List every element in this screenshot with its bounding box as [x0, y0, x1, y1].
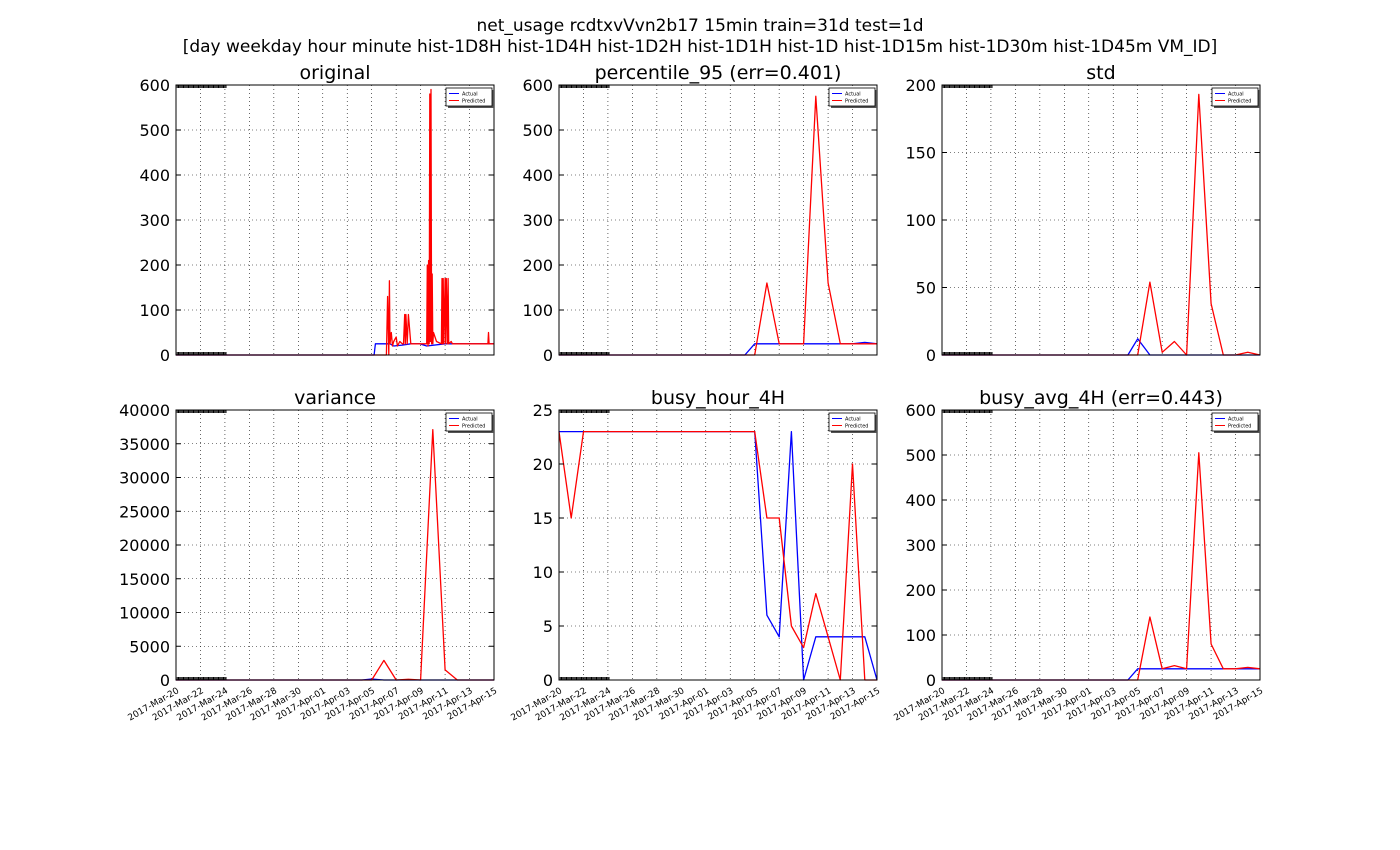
legend-label-predicted: Predicted — [1228, 98, 1251, 104]
y-tick-label: 35000 — [119, 435, 170, 454]
legend-label-predicted: Predicted — [462, 98, 485, 104]
y-tick-label: 5000 — [129, 637, 170, 656]
series-line-predicted — [559, 95, 877, 356]
y-tick-label: 15 — [533, 509, 553, 528]
y-tick-label: 25 — [533, 401, 553, 420]
series-line-predicted — [558, 430, 877, 681]
subplot-4: variance 0 5000 10000 15000 20000 25000 30000 35… — [119, 387, 499, 723]
legend-label-predicted: Predicted — [845, 98, 868, 104]
y-tick-label: 400 — [522, 166, 553, 185]
y-tick-label: 20000 — [119, 536, 170, 555]
subplot-title: original — [299, 62, 370, 84]
figure-title-line1: net_usage rcdtxvVvn2b17 15min train=31d … — [477, 16, 924, 36]
series-line-predicted — [176, 88, 494, 356]
y-tick-label: 150 — [905, 144, 936, 163]
y-tick-label: 600 — [139, 76, 170, 95]
legend-label-actual: Actual — [1228, 91, 1244, 97]
y-tick-label: 300 — [522, 211, 553, 230]
series-line-predicted — [942, 452, 1261, 681]
y-tick-label: 100 — [905, 211, 936, 230]
y-tick-label: 0 — [160, 671, 170, 690]
figure-title-line2: [day weekday hour minute hist-1D8H hist-… — [183, 37, 1218, 57]
axes-frame — [941, 409, 1261, 681]
legend-box — [1211, 412, 1259, 432]
subplot-2: percentile_95 (err=0.401) 0 100 200 300 400 50… — [522, 62, 878, 365]
y-tick-label: 200 — [905, 76, 936, 95]
subplot-title: busy_avg_4H (err=0.443) — [979, 387, 1223, 409]
series-line-predicted — [942, 93, 1261, 356]
y-tick-label: 5 — [543, 617, 553, 636]
y-tick-label: 300 — [139, 211, 170, 230]
subplot-title: std — [1086, 62, 1115, 84]
subplot-title: percentile_95 (err=0.401) — [595, 62, 842, 84]
subplot-6: busy_avg_4H (err=0.443) 0 100 200 300 400 500 6… — [893, 387, 1266, 723]
y-tick-label: 200 — [905, 581, 936, 600]
legend-box — [445, 412, 493, 432]
y-tick-label: 40000 — [119, 401, 170, 420]
y-tick-label: 600 — [905, 401, 936, 420]
legend-label-predicted: Predicted — [1228, 423, 1251, 429]
y-tick-label: 200 — [139, 256, 170, 275]
y-tick-label: 600 — [522, 76, 553, 95]
legend-label-actual: Actual — [845, 416, 861, 422]
legend-label-actual: Actual — [462, 416, 478, 422]
y-tick-label: 100 — [139, 301, 170, 320]
legend-label-predicted: Predicted — [845, 423, 868, 429]
y-tick-label: 25000 — [119, 502, 170, 521]
y-tick-label: 200 — [522, 256, 553, 275]
y-tick-label: 500 — [139, 121, 170, 140]
legend-box — [828, 412, 876, 432]
legend-box — [445, 87, 493, 107]
y-tick-label: 0 — [926, 671, 936, 690]
subplot-1: original 0 100 200 300 400 500 600 ActualPredict… — [139, 62, 495, 365]
y-tick-label: 30000 — [119, 469, 170, 488]
subplot-title: variance — [294, 387, 376, 409]
y-tick-label: 500 — [522, 121, 553, 140]
y-tick-label: 20 — [533, 455, 553, 474]
axes-frame — [175, 409, 495, 681]
y-tick-label: 500 — [905, 446, 936, 465]
y-tick-label: 400 — [905, 491, 936, 510]
y-tick-label: 10 — [533, 563, 553, 582]
y-tick-label: 100 — [522, 301, 553, 320]
y-tick-label: 0 — [926, 346, 936, 365]
y-tick-label: 0 — [160, 346, 170, 365]
axes-frame — [558, 409, 878, 681]
y-tick-label: 300 — [905, 536, 936, 555]
y-tick-label: 0 — [543, 346, 553, 365]
subplot-5: busy_hour_4H05101520252017-Mar-202017-Ma… — [510, 387, 883, 723]
legend-label-actual: Actual — [845, 91, 861, 97]
legend-label-actual: Actual — [1228, 416, 1244, 422]
series-line-predicted — [176, 428, 494, 681]
y-tick-label: 50 — [916, 279, 936, 298]
y-tick-label: 15000 — [119, 570, 170, 589]
y-tick-label: 0 — [543, 671, 553, 690]
legend-label-actual: Actual — [462, 91, 478, 97]
axes-frame — [558, 84, 878, 356]
legend-box — [828, 87, 876, 107]
y-tick-label: 400 — [139, 166, 170, 185]
legend-label-predicted: Predicted — [462, 423, 485, 429]
axes-frame — [941, 84, 1261, 356]
legend-box — [1211, 87, 1259, 107]
y-tick-label: 100 — [905, 626, 936, 645]
subplot-title: busy_hour_4H — [651, 387, 785, 409]
y-tick-label: 10000 — [119, 604, 170, 623]
